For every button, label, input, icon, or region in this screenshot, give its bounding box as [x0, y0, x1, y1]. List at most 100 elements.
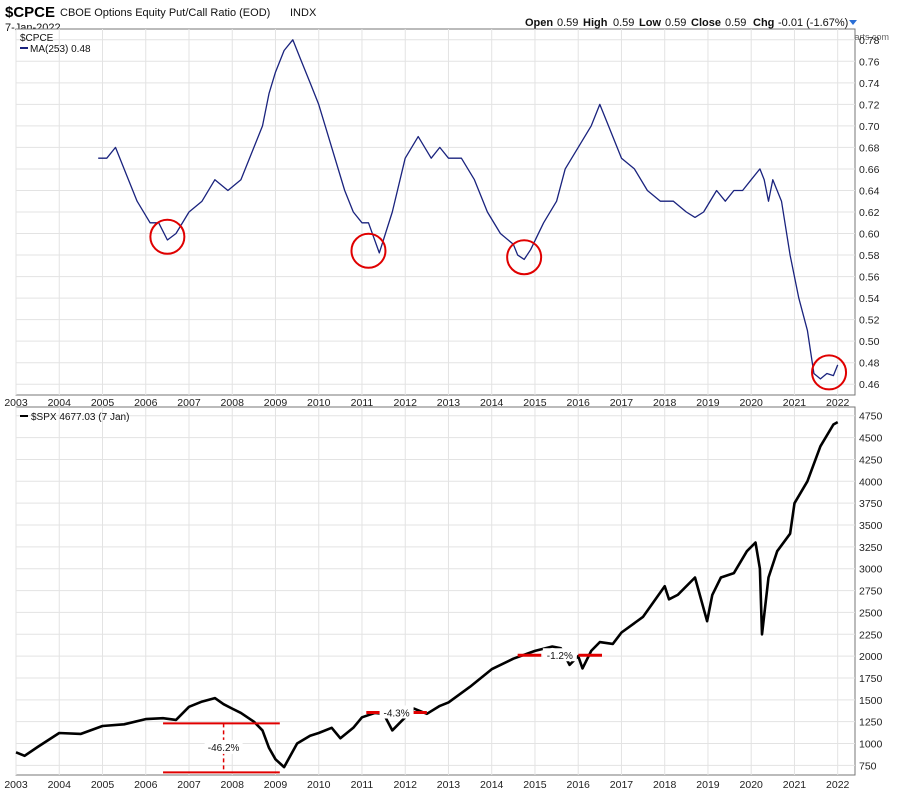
chg-value: -0.01 (-1.67%) [778, 17, 848, 29]
series-line [15, 420, 839, 769]
x-tick-label: 2011 [351, 397, 374, 409]
x-tick-label: 2019 [696, 779, 720, 791]
bottom-panel-series [15, 420, 839, 769]
y-tick-label: 750 [859, 760, 877, 772]
ohlc-readout: Open 0.59 High 0.59 Low 0.59 Close 0.59 … [525, 17, 857, 29]
y-tick-label: 0.60 [859, 229, 880, 241]
y-tick-label: 0.74 [859, 78, 880, 90]
x-tick-label: 2003 [4, 397, 28, 409]
x-tick-label: 2016 [567, 397, 591, 409]
annotation-circle [506, 239, 543, 276]
top-panel-x-ticks: 2003 2004 2005 2006 2007 2008 2009 2010 2011 2012… [4, 397, 849, 409]
y-tick-label: 2000 [859, 651, 883, 663]
legend-symbol: $CPCE [20, 33, 54, 44]
dropdown-arrow-icon[interactable] [849, 20, 857, 25]
x-tick-label: 2017 [610, 397, 634, 409]
y-tick-label: 4500 [859, 433, 883, 445]
x-tick-label: 2009 [264, 779, 288, 791]
y-tick-label: 0.52 [859, 315, 880, 327]
high-label: High [583, 17, 608, 29]
x-tick-label: 2014 [480, 397, 504, 409]
x-tick-label: 2004 [48, 397, 72, 409]
y-tick-label: 0.58 [859, 250, 880, 262]
low-label: Low [639, 17, 661, 29]
x-tick-label: 2008 [221, 397, 245, 409]
band-label: -4.3% [384, 709, 410, 720]
bracket-label: -46.2% [208, 743, 240, 754]
y-tick-label: 2250 [859, 629, 883, 641]
x-tick-label: 2007 [177, 779, 201, 791]
open-value: 0.59 [557, 17, 578, 29]
low-value: 0.59 [665, 17, 686, 29]
y-tick-label: 0.46 [859, 379, 880, 391]
y-tick-label: 1000 [859, 739, 883, 751]
x-tick-label: 2005 [91, 779, 115, 791]
x-tick-label: 2014 [480, 779, 504, 791]
y-tick-label: 0.72 [859, 99, 880, 111]
y-tick-label: 2750 [859, 586, 883, 598]
series-line [98, 39, 839, 380]
y-tick-label: 1750 [859, 673, 883, 685]
chart-exchange: INDX [290, 7, 317, 19]
x-tick-label: 2004 [48, 779, 72, 791]
band-label-bg [379, 705, 414, 719]
top-panel-y-ticks: 0.46 0.48 0.50 0.52 0.54 0.56 0.58 0.60 0.62 0.64… [859, 35, 880, 391]
y-tick-label: 0.70 [859, 121, 880, 133]
x-tick-label: 2007 [177, 397, 201, 409]
x-tick-label: 2010 [307, 397, 331, 409]
x-tick-label: 2005 [91, 397, 115, 409]
bottom-panel-legend: $SPX 4677.03 (7 Jan) [20, 412, 129, 423]
x-tick-label: 2022 [826, 397, 850, 409]
x-tick-label: 2013 [437, 397, 461, 409]
x-tick-label: 2016 [567, 779, 591, 791]
legend-spx: $SPX 4677.03 (7 Jan) [31, 412, 129, 423]
x-tick-label: 2015 [523, 779, 547, 791]
x-tick-label: 2012 [394, 779, 418, 791]
x-tick-label: 2020 [740, 779, 764, 791]
y-tick-label: 3500 [859, 520, 883, 532]
y-tick-label: 1250 [859, 717, 883, 729]
x-tick-label: 2010 [307, 779, 331, 791]
x-tick-label: 2022 [826, 779, 850, 791]
y-tick-label: 0.76 [859, 56, 880, 68]
top-panel-annotations [149, 218, 848, 391]
chg-label: Chg [753, 17, 774, 29]
bracket-label-bg [204, 739, 243, 754]
band-label: -1.2% [547, 651, 573, 662]
y-tick-label: 4750 [859, 411, 883, 423]
y-tick-label: 2500 [859, 607, 883, 619]
y-tick-label: 0.68 [859, 142, 880, 154]
annotation-circle [811, 354, 848, 391]
y-tick-label: 3000 [859, 564, 883, 576]
y-tick-label: 4000 [859, 476, 883, 488]
bottom-panel-y-ticks: 750 1000 1250 1500 1750 2000 2250 2500 2750 3000 3… [859, 411, 883, 773]
x-tick-label: 2008 [221, 779, 245, 791]
x-tick-label: 2018 [653, 397, 677, 409]
band-label-bg [542, 648, 577, 662]
chart-name: CBOE Options Equity Put/Call Ratio (EOD) [60, 7, 270, 19]
annotation-circle [149, 218, 186, 255]
y-tick-label: 1500 [859, 695, 883, 707]
y-tick-label: 3750 [859, 498, 883, 510]
x-tick-label: 2015 [523, 397, 547, 409]
high-value: 0.59 [613, 17, 634, 29]
bottom-panel-annotations: -46.2% -4.3% -1.2% [163, 648, 603, 774]
x-tick-label: 2011 [351, 779, 374, 791]
x-tick-label: 2017 [610, 779, 634, 791]
y-tick-label: 0.50 [859, 336, 880, 348]
y-tick-label: 0.78 [859, 35, 880, 47]
x-tick-label: 2021 [783, 397, 807, 409]
y-tick-label: 0.62 [859, 207, 880, 219]
x-tick-label: 2006 [134, 779, 158, 791]
x-tick-label: 2003 [4, 779, 28, 791]
x-tick-label: 2021 [783, 779, 807, 791]
legend-ma: MA(253) 0.48 [30, 44, 91, 55]
x-tick-label: 2018 [653, 779, 677, 791]
close-value: 0.59 [725, 17, 746, 29]
y-tick-label: 3250 [859, 542, 883, 554]
bottom-panel-grid [15, 407, 855, 775]
x-tick-label: 2013 [437, 779, 461, 791]
y-tick-label: 0.66 [859, 164, 880, 176]
x-tick-label: 2009 [264, 397, 288, 409]
y-tick-label: 4250 [859, 454, 883, 466]
